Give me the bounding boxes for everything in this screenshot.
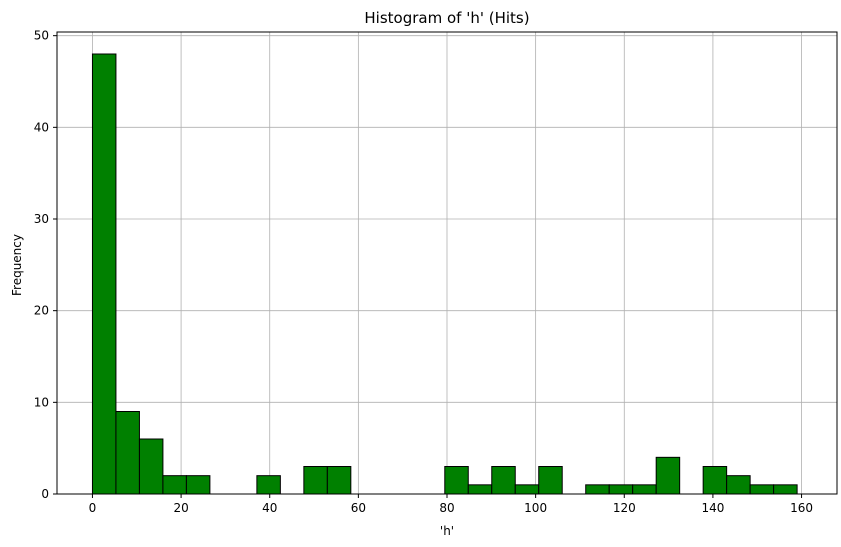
x-tick-label: 120 xyxy=(613,501,636,515)
x-tick-label: 80 xyxy=(439,501,454,515)
histogram-bar xyxy=(632,484,657,495)
x-tick-label: 140 xyxy=(701,501,724,515)
histogram-bar xyxy=(726,475,751,495)
y-tick-label: 20 xyxy=(34,304,49,318)
histogram-bar xyxy=(514,484,540,495)
histogram-bar xyxy=(585,484,610,495)
y-tick-label: 0 xyxy=(41,487,49,501)
x-tick-label: 60 xyxy=(351,501,366,515)
histogram-bar xyxy=(185,475,211,495)
x-tick-label: 160 xyxy=(790,501,813,515)
histogram-bar xyxy=(749,484,775,495)
histogram-bar xyxy=(444,466,469,495)
histogram-bar xyxy=(256,475,281,495)
histogram-bar xyxy=(303,466,328,495)
y-tick-label: 40 xyxy=(34,120,49,134)
x-axis-ticks: 0 20 40 60 80 100 120 140 160 xyxy=(89,494,813,515)
histogram-bars xyxy=(91,53,798,495)
grid-lines xyxy=(57,32,837,495)
y-axis-label: Frequency xyxy=(10,234,24,296)
histogram-bar xyxy=(655,456,681,495)
histogram-bar xyxy=(91,53,117,495)
x-tick-label: 100 xyxy=(524,501,547,515)
y-tick-label: 30 xyxy=(34,212,49,226)
histogram-bar xyxy=(608,484,634,495)
histogram-bar xyxy=(115,411,140,495)
y-tick-label: 50 xyxy=(34,29,49,43)
histogram-bar xyxy=(773,484,798,495)
chart-title: Histogram of 'h' (Hits) xyxy=(364,9,529,27)
y-axis-ticks: 0 10 20 30 40 50 xyxy=(34,29,57,501)
histogram-bar xyxy=(467,484,493,495)
histogram-bar xyxy=(326,466,352,495)
x-tick-label: 40 xyxy=(262,501,277,515)
histogram-bar xyxy=(162,475,187,495)
histogram-bar xyxy=(491,466,516,495)
histogram-bar xyxy=(538,466,563,495)
x-axis-label: 'h' xyxy=(440,524,454,538)
histogram-bar xyxy=(702,466,728,495)
histogram-bar xyxy=(138,438,164,495)
x-tick-label: 20 xyxy=(173,501,188,515)
y-tick-label: 10 xyxy=(34,395,49,409)
x-tick-label: 0 xyxy=(89,501,97,515)
